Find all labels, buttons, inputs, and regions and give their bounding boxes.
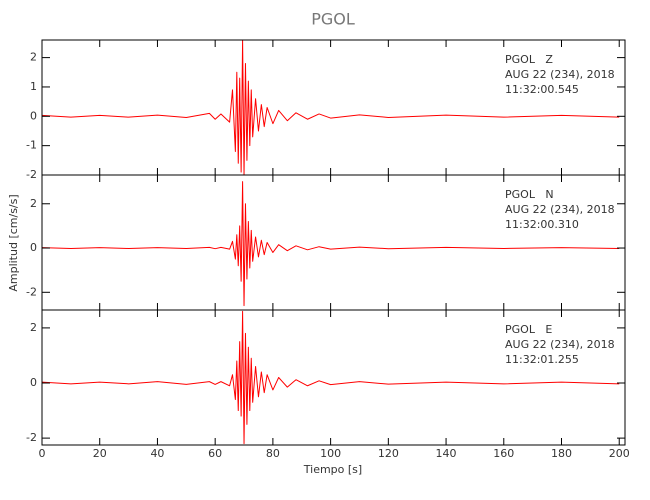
chart-title: PGOL xyxy=(311,10,355,29)
y-tick-label: -2 xyxy=(26,285,37,298)
x-tick-label: 100 xyxy=(320,447,341,460)
x-tick-label: 20 xyxy=(93,447,107,460)
x-tick-label: 60 xyxy=(208,447,222,460)
x-tick-label: 180 xyxy=(551,447,572,460)
annotation: 11:32:00.545 xyxy=(505,83,579,96)
y-tick-label: 2 xyxy=(30,321,37,334)
y-tick-label: -2 xyxy=(26,168,37,181)
panel-frame xyxy=(41,309,626,446)
y-tick-label: 2 xyxy=(30,51,37,64)
y-axis-label: Amplitud [cm/s/s] xyxy=(7,194,20,291)
y-tick-label: 0 xyxy=(30,241,37,254)
annotation: AUG 22 (234), 2018 xyxy=(505,338,615,351)
trace xyxy=(41,181,620,307)
y-tick-label: -2 xyxy=(26,431,37,444)
trace xyxy=(41,39,620,176)
annotation: PGOL Z xyxy=(505,53,553,66)
x-axis-label: Tiempo [s] xyxy=(303,463,362,476)
y-tick-label: 1 xyxy=(30,80,37,93)
annotation: PGOL N xyxy=(505,188,554,201)
x-tick-label: 40 xyxy=(150,447,164,460)
annotation: AUG 22 (234), 2018 xyxy=(505,203,615,216)
trace xyxy=(41,310,620,445)
y-tick-label: 2 xyxy=(30,197,37,210)
annotation: 11:32:01.255 xyxy=(505,353,579,366)
annotation: AUG 22 (234), 2018 xyxy=(505,68,615,81)
y-tick-label: 0 xyxy=(30,109,37,122)
x-tick-label: 80 xyxy=(266,447,280,460)
x-tick-label: 0 xyxy=(39,447,46,460)
y-tick-label: -1 xyxy=(26,139,37,152)
x-tick-label: 140 xyxy=(436,447,457,460)
y-tick-label: 0 xyxy=(30,376,37,389)
annotation: 11:32:00.310 xyxy=(505,218,579,231)
x-tick-label: 120 xyxy=(378,447,399,460)
annotation: PGOL E xyxy=(505,323,552,336)
x-tick-label: 160 xyxy=(493,447,514,460)
x-tick-label: 200 xyxy=(609,447,630,460)
